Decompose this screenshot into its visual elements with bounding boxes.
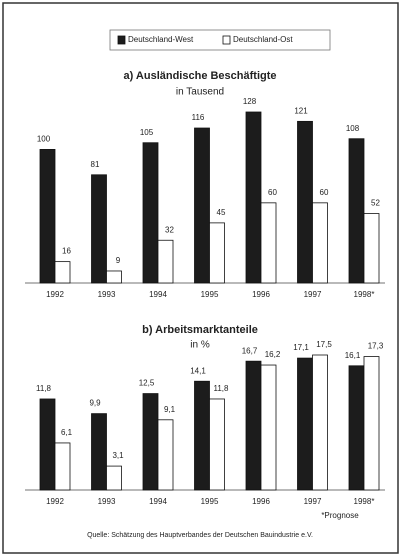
bar [312,202,328,284]
bar [39,149,56,284]
data-label: 108 [346,124,360,133]
legend-swatch [222,35,231,45]
bar [209,398,225,491]
bar [245,360,262,491]
bar [106,465,122,491]
bar [39,398,56,491]
bar [297,357,313,491]
bar [363,356,380,491]
data-label: 81 [91,160,100,169]
x-tick-label: 1997 [304,497,322,506]
legend-label: Deutschland-West [128,35,194,44]
data-label: 128 [243,97,257,106]
data-label: 45 [217,208,226,217]
x-tick-label: 1998* [354,497,375,506]
bar [157,239,174,284]
data-label: 116 [192,113,205,122]
x-tick-label: 1993 [98,497,116,506]
data-label: 60 [320,188,329,197]
legend-label: Deutschland-Ost [233,35,293,44]
data-label: 105 [140,128,154,137]
chart-title: a) Ausländische Beschäftigte [123,70,276,82]
data-label: 16,1 [345,351,361,360]
x-tick-label: 1997 [304,290,322,299]
data-label: 60 [268,188,277,197]
data-label: 6,1 [61,428,73,437]
bar [297,120,313,284]
bar [91,413,107,491]
bar [245,111,262,284]
chart-title: b) Arbeitsmarktanteile [142,324,258,336]
x-tick-label: 1992 [46,290,64,299]
bar [91,174,107,284]
data-label: 17,3 [368,342,384,351]
data-label: 17,5 [316,340,332,349]
data-label: 16 [62,247,71,256]
bar [260,202,277,284]
data-label: 52 [371,199,380,208]
data-label: 12,5 [139,379,155,388]
data-label: 11,8 [214,384,230,393]
data-label: 9,9 [89,399,101,408]
chart-subtitle: in Tausend [176,87,224,98]
x-tick-label: 1994 [149,290,167,299]
x-tick-label: 1996 [252,290,270,299]
data-label: 32 [165,225,174,234]
data-label: 16,7 [242,346,258,355]
bar [157,419,174,491]
bar [260,364,277,491]
bar [348,365,365,491]
data-label: 9,1 [164,405,176,414]
bar [54,261,71,284]
x-tick-label: 1996 [252,497,270,506]
x-tick-label: 1998* [354,290,375,299]
data-label: 3,1 [112,451,124,460]
legend-swatch [117,35,126,45]
bar [312,354,328,491]
data-label: 16,2 [265,350,281,359]
legend-box [109,29,331,51]
source-note: Quelle: Schätzung des Hauptverbandes der… [87,532,313,539]
x-tick-label: 1993 [98,290,116,299]
x-tick-label: 1992 [46,497,64,506]
bar [194,127,210,284]
bar [209,222,225,284]
bar [363,213,380,284]
data-label: 17,1 [293,343,309,352]
bar [142,142,159,284]
x-tick-label: 1994 [149,497,167,506]
data-label: 9 [116,256,121,265]
footnote: *Prognose [321,511,359,520]
data-label: 100 [37,135,51,144]
chart-subtitle: in % [190,340,210,351]
data-label: 11,8 [36,384,52,393]
bar [106,270,122,284]
data-label: 14,1 [190,366,206,375]
bar [142,393,159,491]
bar [348,138,365,284]
data-label: 121 [294,106,308,115]
bar [54,442,71,491]
x-tick-label: 1995 [201,497,219,506]
bar [194,380,210,491]
x-tick-label: 1995 [201,290,219,299]
